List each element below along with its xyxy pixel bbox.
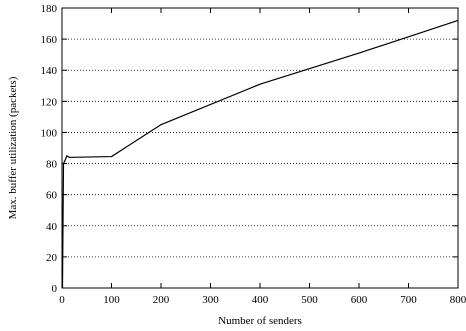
y-tick-label: 140 — [41, 65, 58, 77]
grid-lines — [62, 38, 458, 258]
y-tick-label: 180 — [41, 3, 58, 15]
x-tick-label: 800 — [450, 294, 466, 306]
y-tick-label: 120 — [41, 96, 58, 108]
series-line — [61, 19, 459, 289]
y-tick-label: 100 — [41, 127, 58, 139]
series-layer — [61, 19, 459, 289]
y-tick-label: 60 — [46, 190, 58, 202]
x-tick-label: 500 — [301, 294, 318, 306]
y-tick-label: 20 — [46, 252, 58, 264]
x-tick-label: 400 — [252, 294, 269, 306]
x-axis-label: Number of senders — [218, 315, 302, 327]
x-tick-label: 100 — [103, 294, 120, 306]
y-tick-label: 40 — [46, 221, 58, 233]
plot-frame — [61, 7, 459, 289]
x-tick-label: 300 — [202, 294, 219, 306]
y-axis-label: Max. buffer utilization (packets) — [7, 76, 19, 219]
x-tick-label: 200 — [153, 294, 170, 306]
x-tick-label: 600 — [351, 294, 368, 306]
y-tick-label: 80 — [46, 159, 58, 171]
y-tick-label: 0 — [52, 283, 58, 295]
x-tick-label: 700 — [400, 294, 417, 306]
y-tick-label: 160 — [41, 34, 58, 46]
x-tick-label: 0 — [59, 294, 65, 306]
axis-ticks: 0 20 40 60 80 100 120 140 160 180 0 100 200 300 400 500… — [41, 3, 466, 306]
